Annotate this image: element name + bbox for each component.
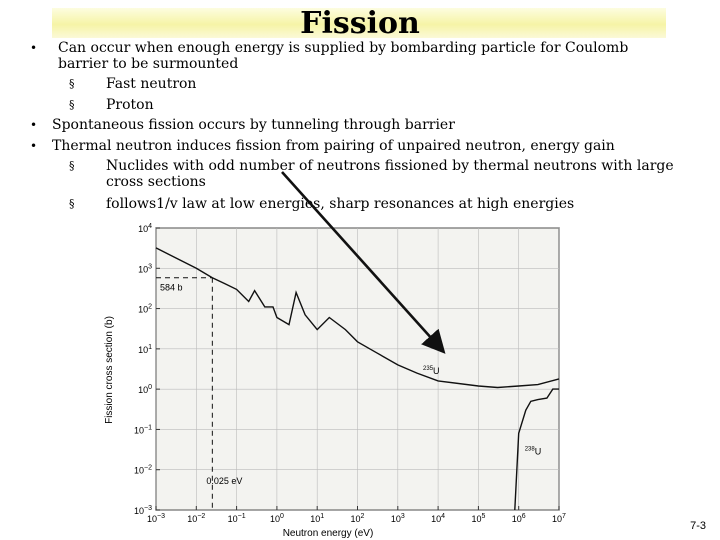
y-axis-label: Fission cross section (b): [104, 316, 115, 424]
y-tick-label: 100: [138, 384, 152, 395]
x-tick-label: 100: [270, 513, 284, 524]
x-tick-label: 102: [351, 513, 365, 524]
bullet-marker: •: [30, 118, 38, 132]
sub-bullet-proton: Proton: [106, 97, 154, 113]
y-tick-label: 10−2: [134, 465, 152, 476]
x-tick-label: 10−2: [187, 513, 205, 524]
bullet-1-continuation: barrier to be surmounted: [58, 56, 239, 72]
sub-bullet-marker: §: [69, 159, 75, 172]
bullet-list: • Can occur when enough energy is suppli…: [0, 0, 720, 230]
y-tick-label: 104: [138, 223, 152, 234]
x-tick-label: 103: [391, 513, 405, 524]
sub-bullet-marker: §: [69, 98, 75, 111]
sub-bullet-marker: §: [69, 197, 75, 210]
sub-bullet-fast-neutron: Fast neutron: [106, 76, 197, 92]
sub-bullet-1v-law: follows1/v law at low energies, sharp re…: [106, 196, 575, 212]
sub-bullet-odd-neutrons-continuation: cross sections: [106, 174, 206, 190]
x-tick-label: 104: [431, 513, 445, 524]
page-title: Fission: [300, 6, 420, 41]
annotation-584b: 584 b: [160, 283, 183, 293]
fission-cross-section-chart: 10−3 10−2 10−1 100 101 102 103 104 10−3 10−2 10−1…: [104, 223, 566, 539]
bullet-1-text: Can occur when enough energy is supplied…: [58, 40, 629, 56]
series-line-238U: [514, 388, 559, 511]
y-tick-label: 10−1: [134, 424, 152, 435]
y-tick-label: 10−3: [134, 505, 152, 516]
x-tick-label: 105: [471, 513, 485, 524]
bullet-2-text: Spontaneous fission occurs by tunneling …: [52, 117, 455, 133]
series-label-238U: 238U: [525, 446, 542, 456]
y-tick-label: 102: [138, 304, 152, 315]
sub-bullet-odd-neutrons: Nuclides with odd number of neutrons fis…: [106, 158, 674, 174]
x-tick-label: 106: [512, 513, 526, 524]
x-tick-label: 10−1: [228, 513, 246, 524]
sub-bullet-marker: §: [69, 77, 75, 90]
title-band: [52, 8, 666, 38]
bullet-marker: •: [30, 139, 38, 153]
bullet-marker: •: [30, 41, 38, 55]
x-tick-label: 107: [552, 513, 566, 524]
page-number: 7-3: [690, 520, 706, 532]
x-tick-label: 10−3: [147, 513, 165, 524]
series-label-235U: 235U: [423, 366, 440, 376]
annotation-0025ev: 0.025 eV: [206, 476, 242, 486]
x-axis-label: Neutron energy (eV): [283, 528, 374, 539]
y-tick-label: 101: [138, 344, 152, 355]
series-line-235U: [155, 247, 560, 389]
bullet-3-text: Thermal neutron induces fission from pai…: [52, 138, 615, 154]
y-tick-label: 103: [138, 263, 152, 274]
x-tick-label: 101: [310, 513, 324, 524]
